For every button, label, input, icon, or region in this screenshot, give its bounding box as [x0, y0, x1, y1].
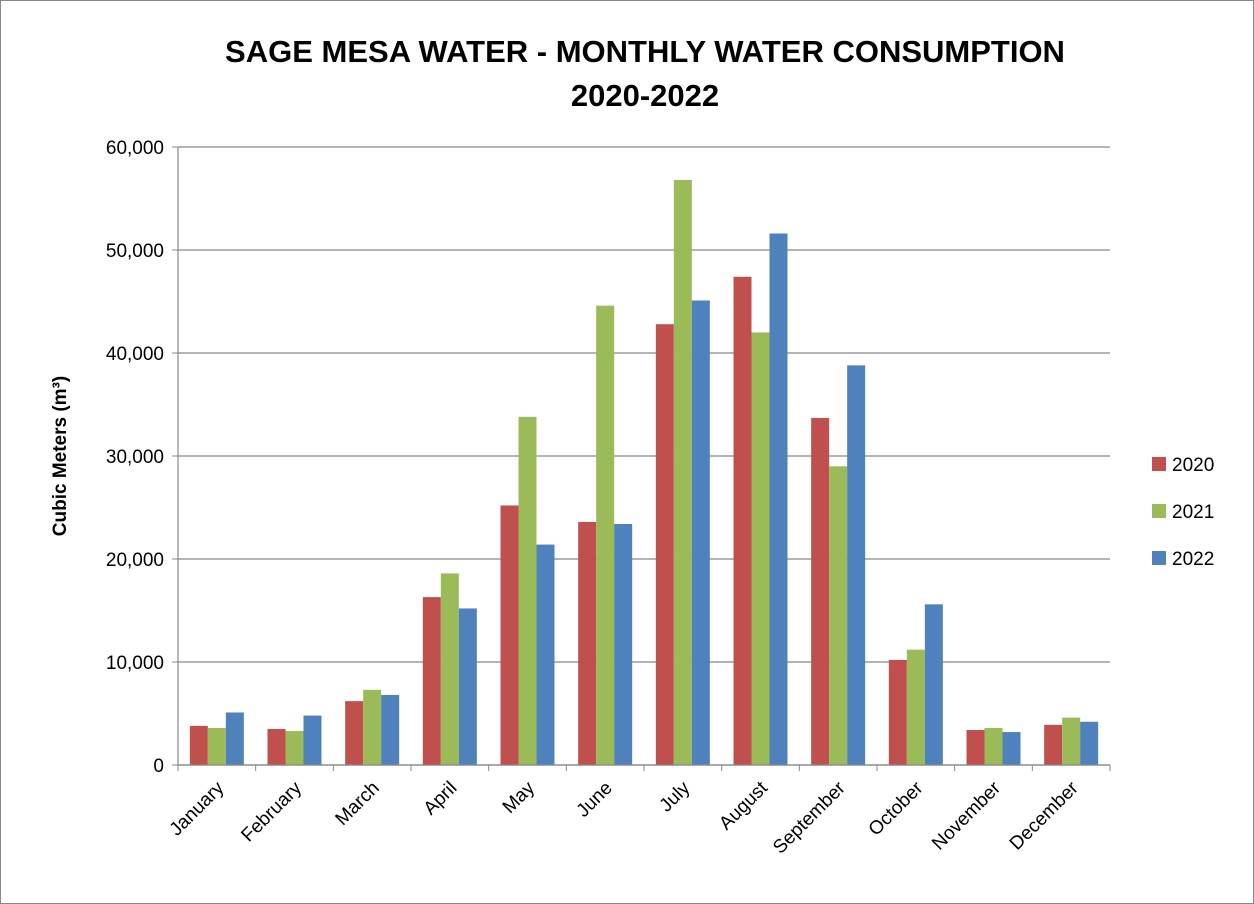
bar [966, 729, 985, 765]
bar [596, 305, 615, 765]
y-tick-label: 20,000 [106, 550, 164, 571]
bar [440, 573, 459, 765]
legend-label: 2021 [1172, 502, 1214, 523]
bar [984, 727, 1003, 765]
bar [924, 604, 943, 765]
bar [518, 416, 537, 765]
bar [267, 728, 286, 765]
bar [769, 233, 788, 765]
y-tick-label: 40,000 [106, 344, 164, 365]
bar [207, 727, 226, 765]
bar [1002, 732, 1021, 765]
bar [536, 544, 555, 765]
bar [363, 689, 382, 765]
bar [458, 608, 477, 765]
chart-title: 2020-2022 [571, 78, 719, 113]
bar [691, 300, 710, 765]
bar [381, 694, 400, 765]
chart-title: SAGE MESA WATER - MONTHLY WATER CONSUMPT… [225, 34, 1065, 69]
legend-swatch [1152, 457, 1166, 471]
bar [1062, 717, 1081, 765]
legend-label: 2022 [1172, 549, 1214, 570]
bar [422, 597, 441, 765]
legend-swatch [1152, 551, 1166, 565]
bar [811, 417, 830, 765]
bar [614, 523, 633, 765]
y-tick-label: 10,000 [106, 653, 164, 674]
bar [829, 466, 848, 765]
legend-label: 2020 [1172, 455, 1214, 476]
bar [1080, 721, 1099, 765]
bar [285, 731, 304, 765]
bar [189, 725, 208, 765]
bar [303, 715, 322, 765]
bar [673, 179, 692, 765]
bar [655, 324, 674, 765]
legend-swatch [1152, 504, 1166, 518]
y-tick-label: 50,000 [106, 241, 164, 262]
bar [500, 505, 519, 765]
y-tick-label: 0 [153, 756, 164, 777]
y-tick-label: 30,000 [106, 447, 164, 468]
bar [888, 659, 907, 765]
bar [847, 365, 866, 765]
bar [906, 649, 925, 765]
bar [733, 276, 752, 765]
bar [225, 712, 244, 765]
y-axis-label: Cubic Meters (m³) [50, 376, 71, 536]
bar [345, 701, 364, 765]
bar [751, 332, 770, 765]
bar [578, 521, 597, 765]
y-tick-label: 60,000 [106, 138, 164, 159]
bar [1044, 724, 1063, 765]
